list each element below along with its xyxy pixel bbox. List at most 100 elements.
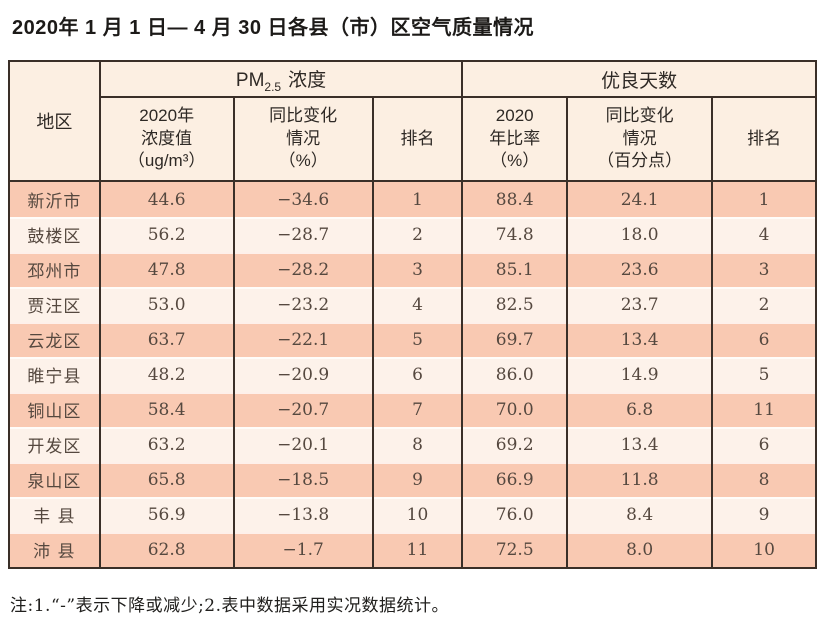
good-rank-cell: 3: [713, 252, 815, 287]
region-cell: 贾汪区: [10, 287, 101, 322]
table-row: 沛 县 62.8 −1.7 11 72.5 8.0 10: [10, 532, 815, 567]
good-change-cell: 23.6: [568, 252, 714, 287]
pm-value-cell: 56.2: [100, 217, 235, 252]
pm-change-cell: −23.2: [234, 287, 374, 322]
pm-value-cell: 48.2: [100, 357, 235, 392]
pm-label-rest: 浓度: [288, 69, 327, 91]
column-header-pm-value: 2020年 浓度值 （ug/m³）: [100, 98, 235, 182]
pm-change-cell: −18.5: [234, 462, 374, 497]
good-change-cell: 13.4: [568, 322, 714, 357]
pm-change-cell: −1.7: [234, 532, 374, 567]
good-ratio-cell: 82.5: [463, 287, 569, 322]
pm-change-cell: −22.1: [234, 322, 374, 357]
column-header-good-ratio: 2020 年比率 （%）: [463, 98, 569, 182]
pm-change-cell: −34.6: [234, 182, 374, 217]
good-ratio-cell: 88.4: [463, 182, 569, 217]
table-row: 泉山区 65.8 −18.5 9 66.9 11.8 8: [10, 462, 815, 497]
pm-value-cell: 53.0: [100, 287, 235, 322]
footnote: 注:1.“-”表示下降或减少;2.表中数据采用实况数据统计。: [10, 596, 450, 616]
good-ratio-cell: 66.9: [463, 462, 569, 497]
pm-value-cell: 47.8: [100, 252, 235, 287]
page-title: 2020年 1 月 1 日— 4 月 30 日各县（市）区空气质量情况: [12, 17, 535, 39]
column-group-pm25-concentration: PM2.5 浓度: [100, 62, 464, 98]
pm-value-cell: 62.8: [100, 532, 235, 567]
pm-label-subscript: 2.5: [264, 79, 282, 94]
pm-change-cell: −28.2: [234, 252, 374, 287]
table-row: 贾汪区 53.0 −23.2 4 82.5 23.7 2: [10, 287, 815, 322]
good-ratio-cell: 86.0: [463, 357, 569, 392]
good-change-cell: 14.9: [568, 357, 714, 392]
region-cell: 开发区: [10, 427, 101, 462]
column-header-pm-change: 同比变化 情况 （%）: [234, 98, 374, 182]
region-cell: 睢宁县: [10, 357, 101, 392]
pm-change-cell: −28.7: [234, 217, 374, 252]
table-header: 地区 PM2.5 浓度 优良天数 2020年 浓度值 （ug/m³） 同比变化 情…: [10, 62, 815, 182]
pm-value-cell: 63.7: [100, 322, 235, 357]
air-quality-table: 地区 PM2.5 浓度 优良天数 2020年 浓度值 （ug/m³） 同比变化 情…: [8, 60, 817, 569]
good-change-cell: 8.0: [568, 532, 714, 567]
table-body: 新沂市 44.6 −34.6 1 88.4 24.1 1 鼓楼区 56.2 −28.7 2 74.8 1…: [10, 182, 815, 567]
good-rank-cell: 6: [713, 322, 815, 357]
column-header-good-change: 同比变化 情况 （百分点）: [568, 98, 714, 182]
pm-value-cell: 44.6: [100, 182, 235, 217]
pm-rank-cell: 6: [373, 357, 464, 392]
pm-rank-cell: 10: [373, 497, 464, 532]
region-cell: 铜山区: [10, 392, 101, 427]
pm-rank-cell: 4: [373, 287, 464, 322]
good-rank-cell: 2: [713, 287, 815, 322]
good-rank-cell: 9: [713, 497, 815, 532]
table-row: 睢宁县 48.2 −20.9 6 86.0 14.9 5: [10, 357, 815, 392]
good-change-cell: 24.1: [568, 182, 714, 217]
pm-rank-cell: 1: [373, 182, 464, 217]
good-rank-cell: 5: [713, 357, 815, 392]
good-rank-cell: 1: [713, 182, 815, 217]
column-header-region: 地区: [10, 62, 101, 182]
region-cell: 鼓楼区: [10, 217, 101, 252]
region-cell: 丰 县: [10, 497, 101, 532]
column-header-good-rank: 排名: [713, 98, 815, 182]
good-rank-cell: 8: [713, 462, 815, 497]
pm-rank-cell: 7: [373, 392, 464, 427]
table-row: 鼓楼区 56.2 −28.7 2 74.8 18.0 4: [10, 217, 815, 252]
pm-change-cell: −20.9: [234, 357, 374, 392]
table-row: 开发区 63.2 −20.1 8 69.2 13.4 6: [10, 427, 815, 462]
good-rank-cell: 4: [713, 217, 815, 252]
table-row: 云龙区 63.7 −22.1 5 69.7 13.4 6: [10, 322, 815, 357]
good-change-cell: 23.7: [568, 287, 714, 322]
pm-change-cell: −20.1: [234, 427, 374, 462]
good-rank-cell: 6: [713, 427, 815, 462]
good-rank-cell: 11: [713, 392, 815, 427]
good-ratio-cell: 69.2: [463, 427, 569, 462]
region-cell: 邳州市: [10, 252, 101, 287]
pm-rank-cell: 2: [373, 217, 464, 252]
good-ratio-cell: 74.8: [463, 217, 569, 252]
table-row: 丰 县 56.9 −13.8 10 76.0 8.4 9: [10, 497, 815, 532]
good-rank-cell: 10: [713, 532, 815, 567]
column-header-pm-rank: 排名: [373, 98, 464, 182]
good-ratio-cell: 70.0: [463, 392, 569, 427]
pm-value-cell: 56.9: [100, 497, 235, 532]
table-row: 邳州市 47.8 −28.2 3 85.1 23.6 3: [10, 252, 815, 287]
good-change-cell: 13.4: [568, 427, 714, 462]
pm-rank-cell: 3: [373, 252, 464, 287]
good-change-cell: 6.8: [568, 392, 714, 427]
good-ratio-cell: 76.0: [463, 497, 569, 532]
column-group-good-days: 优良天数: [463, 62, 815, 98]
region-cell: 沛 县: [10, 532, 101, 567]
pm-rank-cell: 9: [373, 462, 464, 497]
pm-change-cell: −20.7: [234, 392, 374, 427]
pm-change-cell: −13.8: [234, 497, 374, 532]
good-ratio-cell: 85.1: [463, 252, 569, 287]
region-cell: 泉山区: [10, 462, 101, 497]
pm-label-main: PM: [235, 69, 265, 91]
region-cell: 云龙区: [10, 322, 101, 357]
good-change-cell: 18.0: [568, 217, 714, 252]
good-ratio-cell: 72.5: [463, 532, 569, 567]
pm-rank-cell: 5: [373, 322, 464, 357]
good-change-cell: 8.4: [568, 497, 714, 532]
pm-value-cell: 63.2: [100, 427, 235, 462]
pm-value-cell: 58.4: [100, 392, 235, 427]
table-row: 铜山区 58.4 −20.7 7 70.0 6.8 11: [10, 392, 815, 427]
pm-rank-cell: 8: [373, 427, 464, 462]
